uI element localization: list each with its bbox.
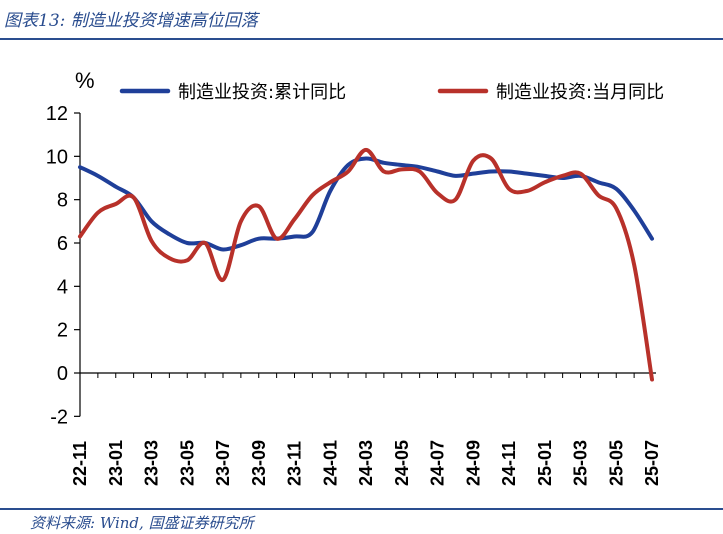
- series-layer: [78, 147, 654, 382]
- legend-item-monthly-yoy: 制造业投资:当月同比: [437, 82, 664, 103]
- legend-label: 制造业投资:当月同比: [496, 82, 664, 103]
- x-tick-label: 24-09: [463, 440, 483, 486]
- legend-item-cumulative-yoy: 制造业投资:累计同比: [119, 82, 346, 103]
- legend-label: 制造业投资:累计同比: [178, 82, 346, 103]
- x-tick-label: 24-01: [320, 440, 340, 486]
- y-tick-label: 4: [57, 276, 68, 298]
- y-axis: -2 0 2 4 6 8 10 12: [46, 103, 81, 428]
- series-line-cumulative-yoy: [78, 156, 654, 252]
- x-tick-label: 25-05: [606, 440, 626, 486]
- x-tick-label: 23-07: [213, 440, 233, 486]
- y-tick-label: 10: [46, 146, 68, 168]
- x-tick-label: 25-07: [642, 440, 662, 486]
- series-line-monthly-yoy: [78, 147, 654, 382]
- x-tick-label: 24-05: [392, 440, 412, 486]
- x-tick-label: 24-07: [428, 440, 448, 486]
- x-tick-label: 23-09: [249, 440, 269, 486]
- footer-divider: [0, 508, 723, 510]
- chart-title: 图表13: 制造业投资增速高位回落: [4, 11, 258, 31]
- x-tick-label: 23-11: [285, 441, 305, 486]
- x-tick-label: 23-03: [142, 440, 162, 486]
- y-tick-label: 2: [57, 320, 68, 342]
- x-axis: 22-11 23-01 23-03 23-05 23-07 23-09 23-11 24-01…: [70, 372, 662, 486]
- x-tick-label: 25-03: [571, 440, 591, 486]
- x-tick-label: 24-03: [356, 440, 376, 486]
- x-tick-label: 25-01: [535, 440, 555, 486]
- x-tick-label: 23-05: [177, 440, 197, 486]
- y-axis-unit-label: %: [75, 68, 95, 93]
- source-note: 资料来源: Wind, 国盛证券研究所: [30, 514, 254, 532]
- y-tick-label: 8: [57, 190, 68, 212]
- y-tick-label: 12: [46, 103, 68, 125]
- chart-legend: 制造业投资:累计同比 制造业投资:当月同比: [119, 82, 664, 103]
- x-tick-label: 24-11: [499, 441, 519, 486]
- x-tick-label: 23-01: [106, 440, 126, 486]
- y-tick-label: 6: [57, 233, 68, 255]
- x-tick-label: 22-11: [70, 441, 90, 486]
- y-tick-label: -2: [50, 406, 68, 428]
- header-divider: [0, 38, 723, 40]
- y-tick-label: 0: [57, 363, 68, 385]
